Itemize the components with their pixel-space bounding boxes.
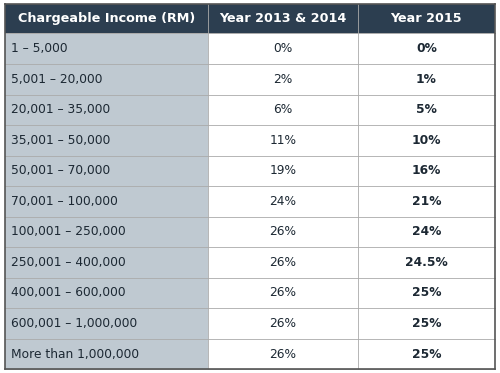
Text: Year 2013 & 2014: Year 2013 & 2014 (220, 12, 347, 25)
Bar (358, 339, 495, 369)
Bar (5, 339, 208, 369)
Text: 5%: 5% (416, 103, 437, 116)
Text: More than 1,000,000: More than 1,000,000 (11, 348, 139, 361)
Text: 10%: 10% (412, 134, 441, 147)
Bar (358, 186, 495, 217)
Text: 24.5%: 24.5% (405, 256, 448, 269)
Bar (5, 156, 208, 186)
Bar (208, 217, 358, 247)
Bar (208, 34, 358, 64)
Bar (208, 94, 358, 125)
Bar (5, 34, 208, 64)
Text: 50,001 – 70,000: 50,001 – 70,000 (11, 164, 110, 177)
Bar (5, 186, 208, 217)
Text: 2%: 2% (274, 73, 292, 86)
Bar (208, 278, 358, 308)
Bar (5, 4, 208, 34)
Text: 250,001 – 400,000: 250,001 – 400,000 (11, 256, 126, 269)
Bar (208, 4, 358, 34)
Text: 0%: 0% (416, 42, 437, 55)
Text: 100,001 – 250,000: 100,001 – 250,000 (11, 225, 126, 238)
Bar (5, 125, 208, 156)
Bar (358, 4, 495, 34)
Text: Chargeable Income (RM): Chargeable Income (RM) (18, 12, 196, 25)
Text: 35,001 – 50,000: 35,001 – 50,000 (11, 134, 110, 147)
Text: 25%: 25% (412, 286, 441, 300)
Bar (358, 64, 495, 94)
Text: 26%: 26% (270, 317, 296, 330)
Text: 1 – 5,000: 1 – 5,000 (11, 42, 68, 55)
Text: 25%: 25% (412, 348, 441, 361)
Bar (358, 278, 495, 308)
Bar (208, 308, 358, 339)
Bar (5, 278, 208, 308)
Text: 26%: 26% (270, 286, 296, 300)
Bar (5, 217, 208, 247)
Text: 11%: 11% (270, 134, 296, 147)
Bar (208, 125, 358, 156)
Bar (358, 34, 495, 64)
Text: 0%: 0% (274, 42, 292, 55)
Bar (358, 156, 495, 186)
Text: 1%: 1% (416, 73, 437, 86)
Text: 600,001 – 1,000,000: 600,001 – 1,000,000 (11, 317, 137, 330)
Text: 24%: 24% (270, 195, 296, 208)
Text: 26%: 26% (270, 256, 296, 269)
Text: 70,001 – 100,000: 70,001 – 100,000 (11, 195, 118, 208)
Bar (358, 94, 495, 125)
Bar (358, 247, 495, 278)
Text: 16%: 16% (412, 164, 441, 177)
Bar (358, 308, 495, 339)
Text: Year 2015: Year 2015 (390, 12, 462, 25)
Bar (208, 186, 358, 217)
Text: 5,001 – 20,000: 5,001 – 20,000 (11, 73, 102, 86)
Bar (358, 217, 495, 247)
Bar (358, 125, 495, 156)
Bar (5, 64, 208, 94)
Text: 20,001 – 35,000: 20,001 – 35,000 (11, 103, 110, 116)
Bar (5, 247, 208, 278)
Bar (5, 94, 208, 125)
Text: 24%: 24% (412, 225, 441, 238)
Text: 25%: 25% (412, 317, 441, 330)
Bar (5, 308, 208, 339)
Text: 19%: 19% (270, 164, 296, 177)
Bar (208, 247, 358, 278)
Text: 6%: 6% (274, 103, 292, 116)
Text: 400,001 – 600,000: 400,001 – 600,000 (11, 286, 126, 300)
Bar (208, 156, 358, 186)
Bar (208, 64, 358, 94)
Bar (208, 339, 358, 369)
Text: 26%: 26% (270, 225, 296, 238)
Text: 26%: 26% (270, 348, 296, 361)
Text: 21%: 21% (412, 195, 441, 208)
